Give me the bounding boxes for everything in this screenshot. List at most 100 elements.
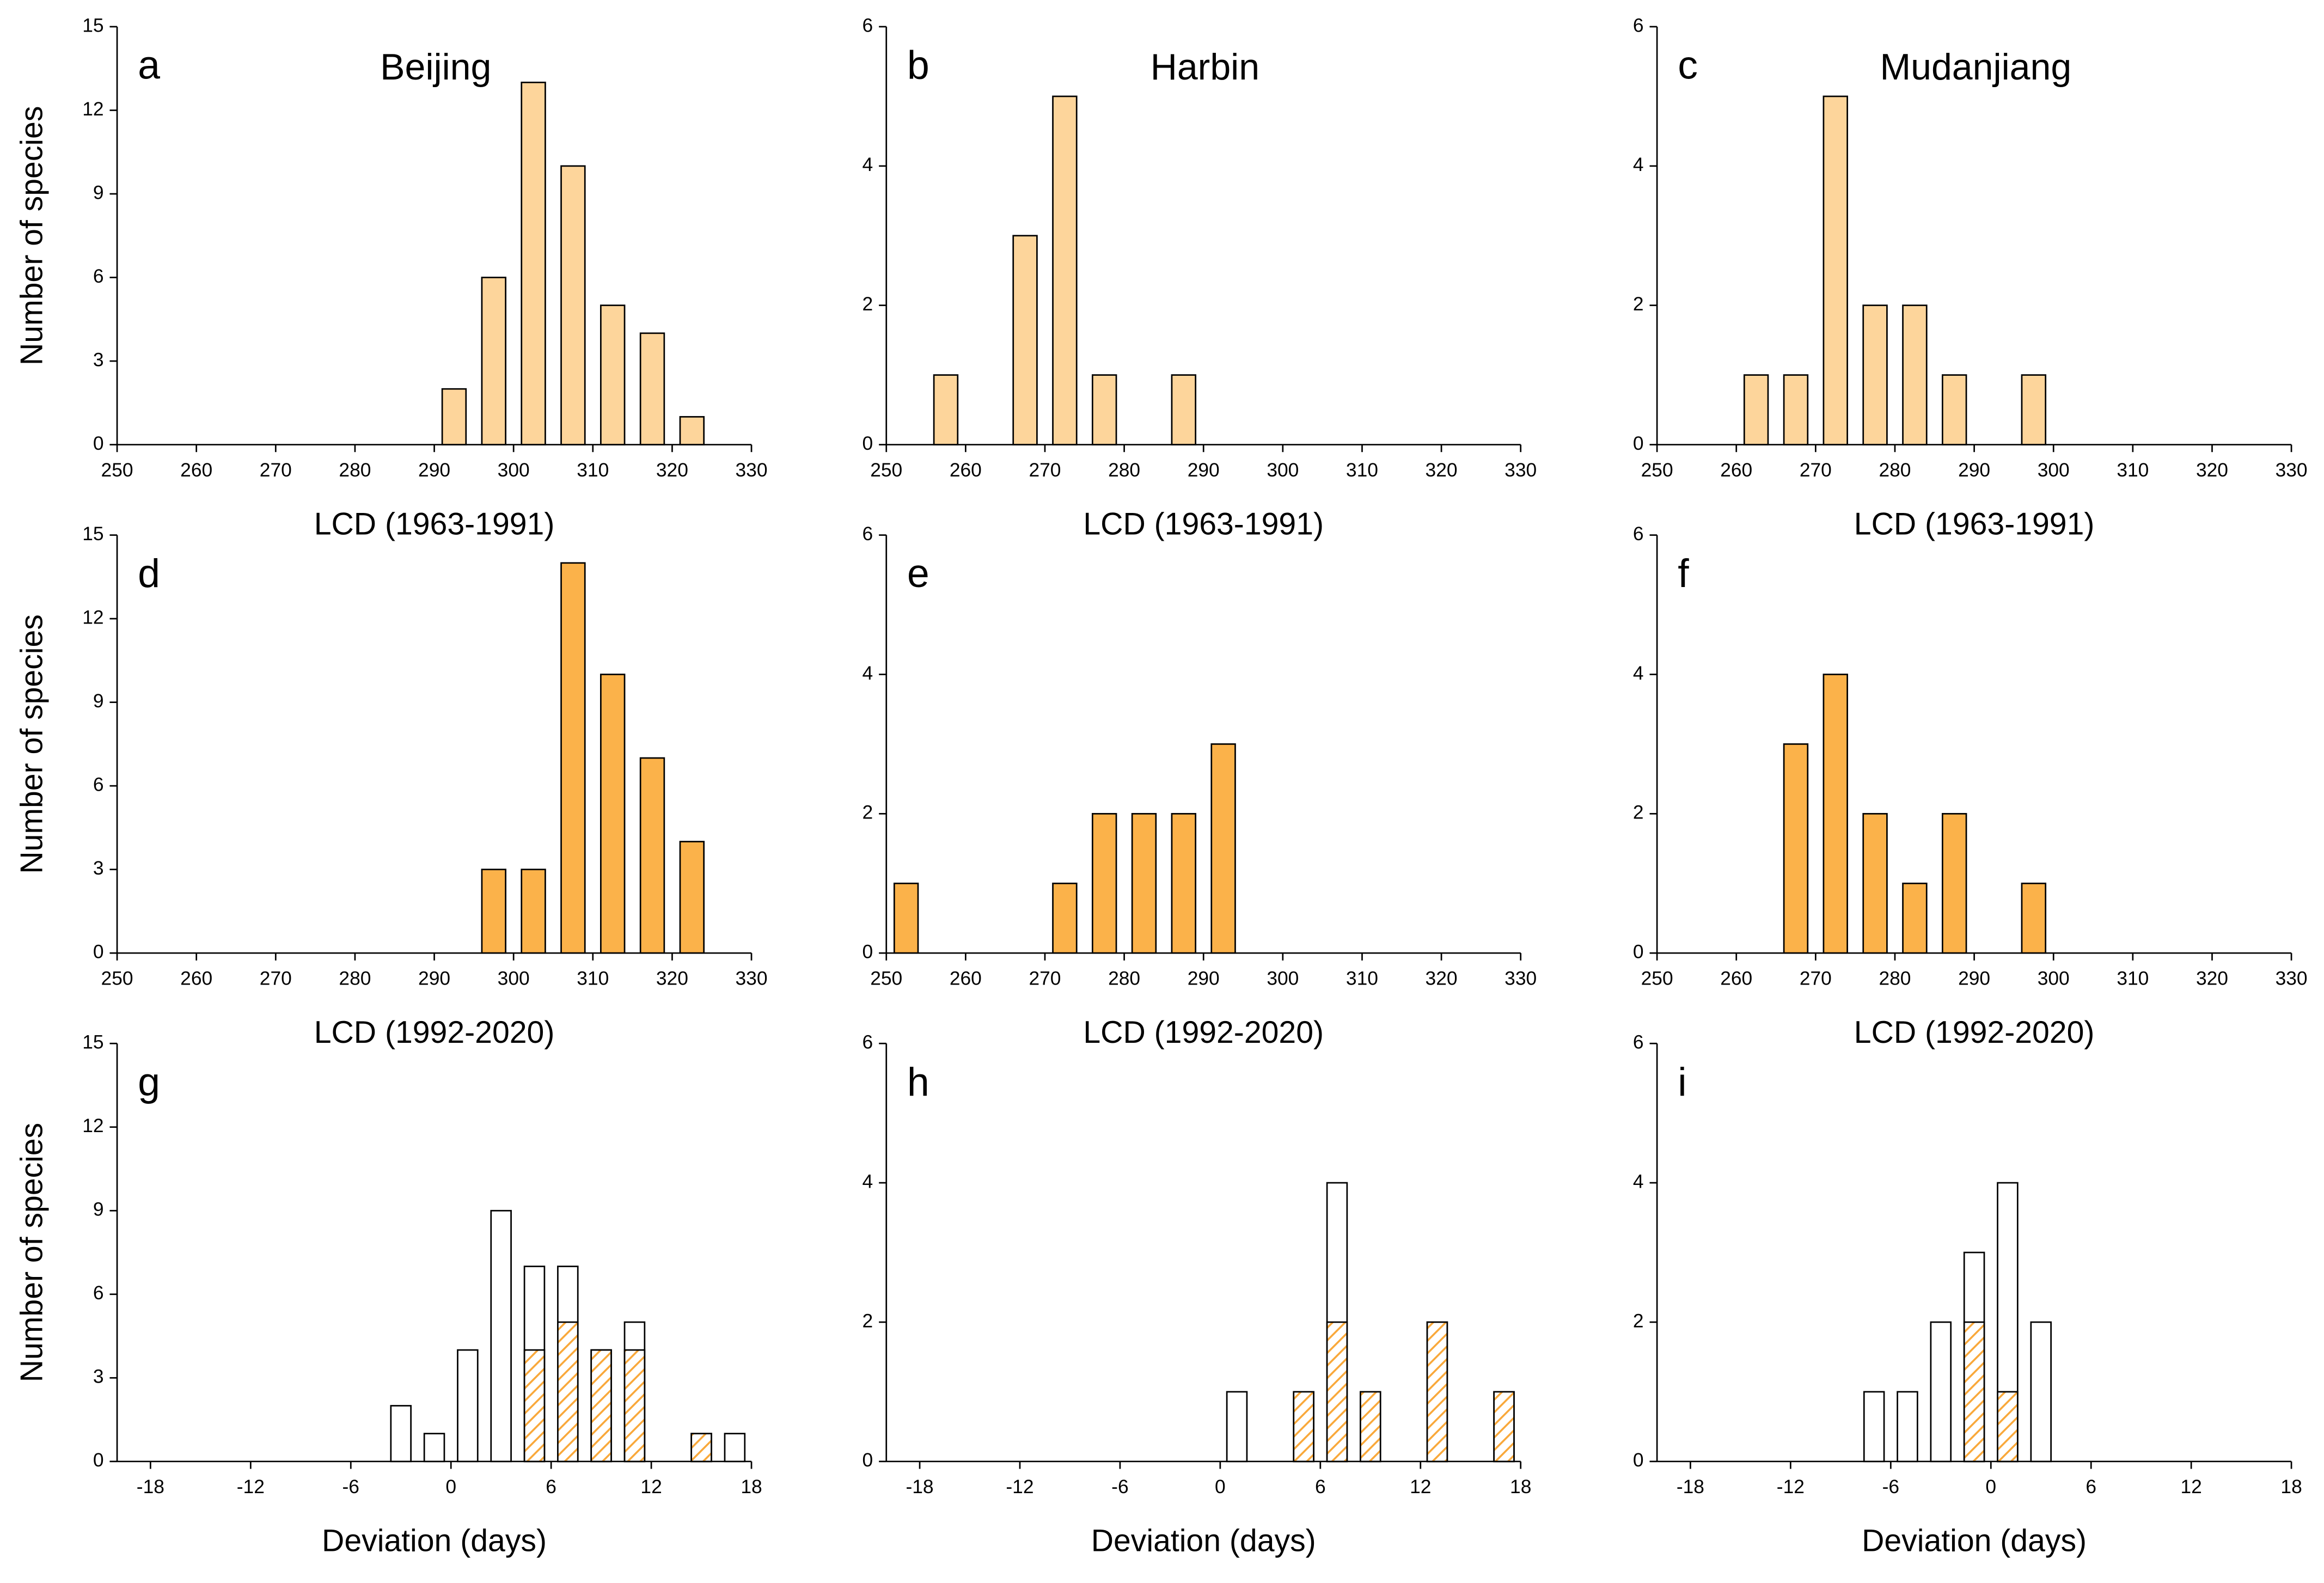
x-tick-label: 310 xyxy=(2117,968,2149,989)
x-tick-label: 18 xyxy=(2280,1476,2302,1498)
y-tick-label: 0 xyxy=(93,1450,104,1471)
y-tick-label: 6 xyxy=(863,1032,873,1053)
x-tick-label: 330 xyxy=(736,968,768,989)
x-tick-label: -12 xyxy=(1006,1476,1033,1498)
panel-label: a xyxy=(138,42,160,88)
bar xyxy=(490,1209,512,1463)
bar xyxy=(481,277,506,445)
y-tick-label: 9 xyxy=(93,182,104,203)
bar xyxy=(590,1349,612,1463)
x-tick-label: 280 xyxy=(1879,460,1911,481)
y-tick-label: 4 xyxy=(1633,663,1644,684)
y-tick-label: 3 xyxy=(93,349,104,370)
y-tick-label: 15 xyxy=(82,1032,103,1053)
x-tick-label: 320 xyxy=(1426,968,1458,989)
bar xyxy=(1493,1391,1515,1463)
bar xyxy=(1783,374,1809,445)
bar xyxy=(679,416,705,445)
y-tick-label: 15 xyxy=(82,523,103,545)
x-axis-label: LCD (1992-2020) xyxy=(1854,1015,2095,1050)
x-tick-label: 300 xyxy=(1267,460,1299,481)
x-tick-label: 6 xyxy=(1315,1476,1326,1498)
bar xyxy=(1052,95,1078,445)
x-tick-label: 280 xyxy=(1108,460,1140,481)
x-tick-label: 18 xyxy=(741,1476,762,1498)
bar xyxy=(1930,1321,1952,1463)
bar xyxy=(1360,1391,1381,1463)
x-tick-label: 330 xyxy=(2276,968,2308,989)
x-tick-label: 300 xyxy=(2038,460,2070,481)
bar xyxy=(1326,1321,1348,1463)
x-axis-label: LCD (1992-2020) xyxy=(314,1015,555,1050)
x-tick-label: 0 xyxy=(445,1476,456,1498)
x-tick-label: 6 xyxy=(2086,1476,2096,1498)
bar xyxy=(724,1433,746,1463)
bar xyxy=(423,1433,445,1463)
x-tick-label: -12 xyxy=(1777,1476,1805,1498)
y-tick-label: 6 xyxy=(1633,523,1644,545)
x-tick-label: 290 xyxy=(1188,968,1220,989)
y-tick-label: 9 xyxy=(93,1199,104,1220)
bar xyxy=(1052,882,1078,954)
panel-title: Harbin xyxy=(1151,46,1259,88)
bar xyxy=(1743,374,1769,445)
x-tick-label: 250 xyxy=(1641,968,1673,989)
bar xyxy=(481,869,506,954)
bar xyxy=(1171,812,1197,954)
x-tick-label: 330 xyxy=(1505,968,1537,989)
y-tick-label: 4 xyxy=(1633,154,1644,175)
bar xyxy=(2021,882,2047,954)
bar xyxy=(1426,1321,1448,1463)
x-tick-label: 330 xyxy=(2276,460,2308,481)
x-tick-label: 330 xyxy=(1505,460,1537,481)
x-axis-label: LCD (1963-1991) xyxy=(1083,506,1324,541)
y-tick-label: 12 xyxy=(82,607,103,628)
y-tick-label: 2 xyxy=(863,294,873,315)
x-tick-label: 280 xyxy=(1108,968,1140,989)
y-tick-label: 2 xyxy=(1633,1310,1644,1331)
x-tick-label: 290 xyxy=(418,460,450,481)
x-tick-label: 260 xyxy=(1720,460,1752,481)
y-tick-label: 0 xyxy=(1633,942,1644,963)
bar xyxy=(521,869,546,954)
y-tick-label: 6 xyxy=(93,266,104,287)
x-tick-label: 270 xyxy=(1800,968,1832,989)
bar xyxy=(1863,1391,1885,1463)
x-axis-label: Deviation (days) xyxy=(1091,1524,1316,1558)
bar xyxy=(457,1349,479,1463)
bar xyxy=(1941,374,1967,445)
x-axis-label: Deviation (days) xyxy=(1862,1524,2087,1558)
bar xyxy=(623,1349,646,1463)
panel-label: h xyxy=(907,1059,929,1104)
panel-label: i xyxy=(1678,1059,1686,1104)
y-axis-label: Number of species xyxy=(15,614,50,874)
panel-title: Mudanjiang xyxy=(1880,46,2071,88)
x-tick-label: -6 xyxy=(1882,1476,1899,1498)
x-tick-label: 290 xyxy=(418,968,450,989)
x-axis-label: LCD (1992-2020) xyxy=(1083,1015,1324,1050)
y-tick-label: 3 xyxy=(93,858,104,879)
x-tick-label: -6 xyxy=(343,1476,359,1498)
y-tick-label: 2 xyxy=(863,802,873,823)
bar xyxy=(1862,304,1888,445)
y-tick-label: 9 xyxy=(93,690,104,712)
bar xyxy=(1997,1391,2019,1463)
bar xyxy=(1963,1321,1985,1463)
bar xyxy=(1783,743,1809,954)
bar xyxy=(1941,812,1967,954)
y-axis-label: Number of species xyxy=(15,106,50,366)
x-tick-label: 260 xyxy=(950,968,982,989)
y-tick-label: 6 xyxy=(93,1282,104,1304)
x-tick-label: 0 xyxy=(1215,1476,1226,1498)
y-tick-label: 6 xyxy=(1633,1032,1644,1053)
panel-label: c xyxy=(1678,42,1698,88)
x-tick-label: 270 xyxy=(1029,460,1061,481)
x-tick-label: 6 xyxy=(546,1476,556,1498)
y-tick-label: 15 xyxy=(82,15,103,36)
x-tick-label: 310 xyxy=(1346,460,1378,481)
bar xyxy=(1902,882,1928,954)
x-axis-label: Deviation (days) xyxy=(322,1524,547,1558)
y-tick-label: 0 xyxy=(93,433,104,454)
x-tick-label: 310 xyxy=(577,460,609,481)
